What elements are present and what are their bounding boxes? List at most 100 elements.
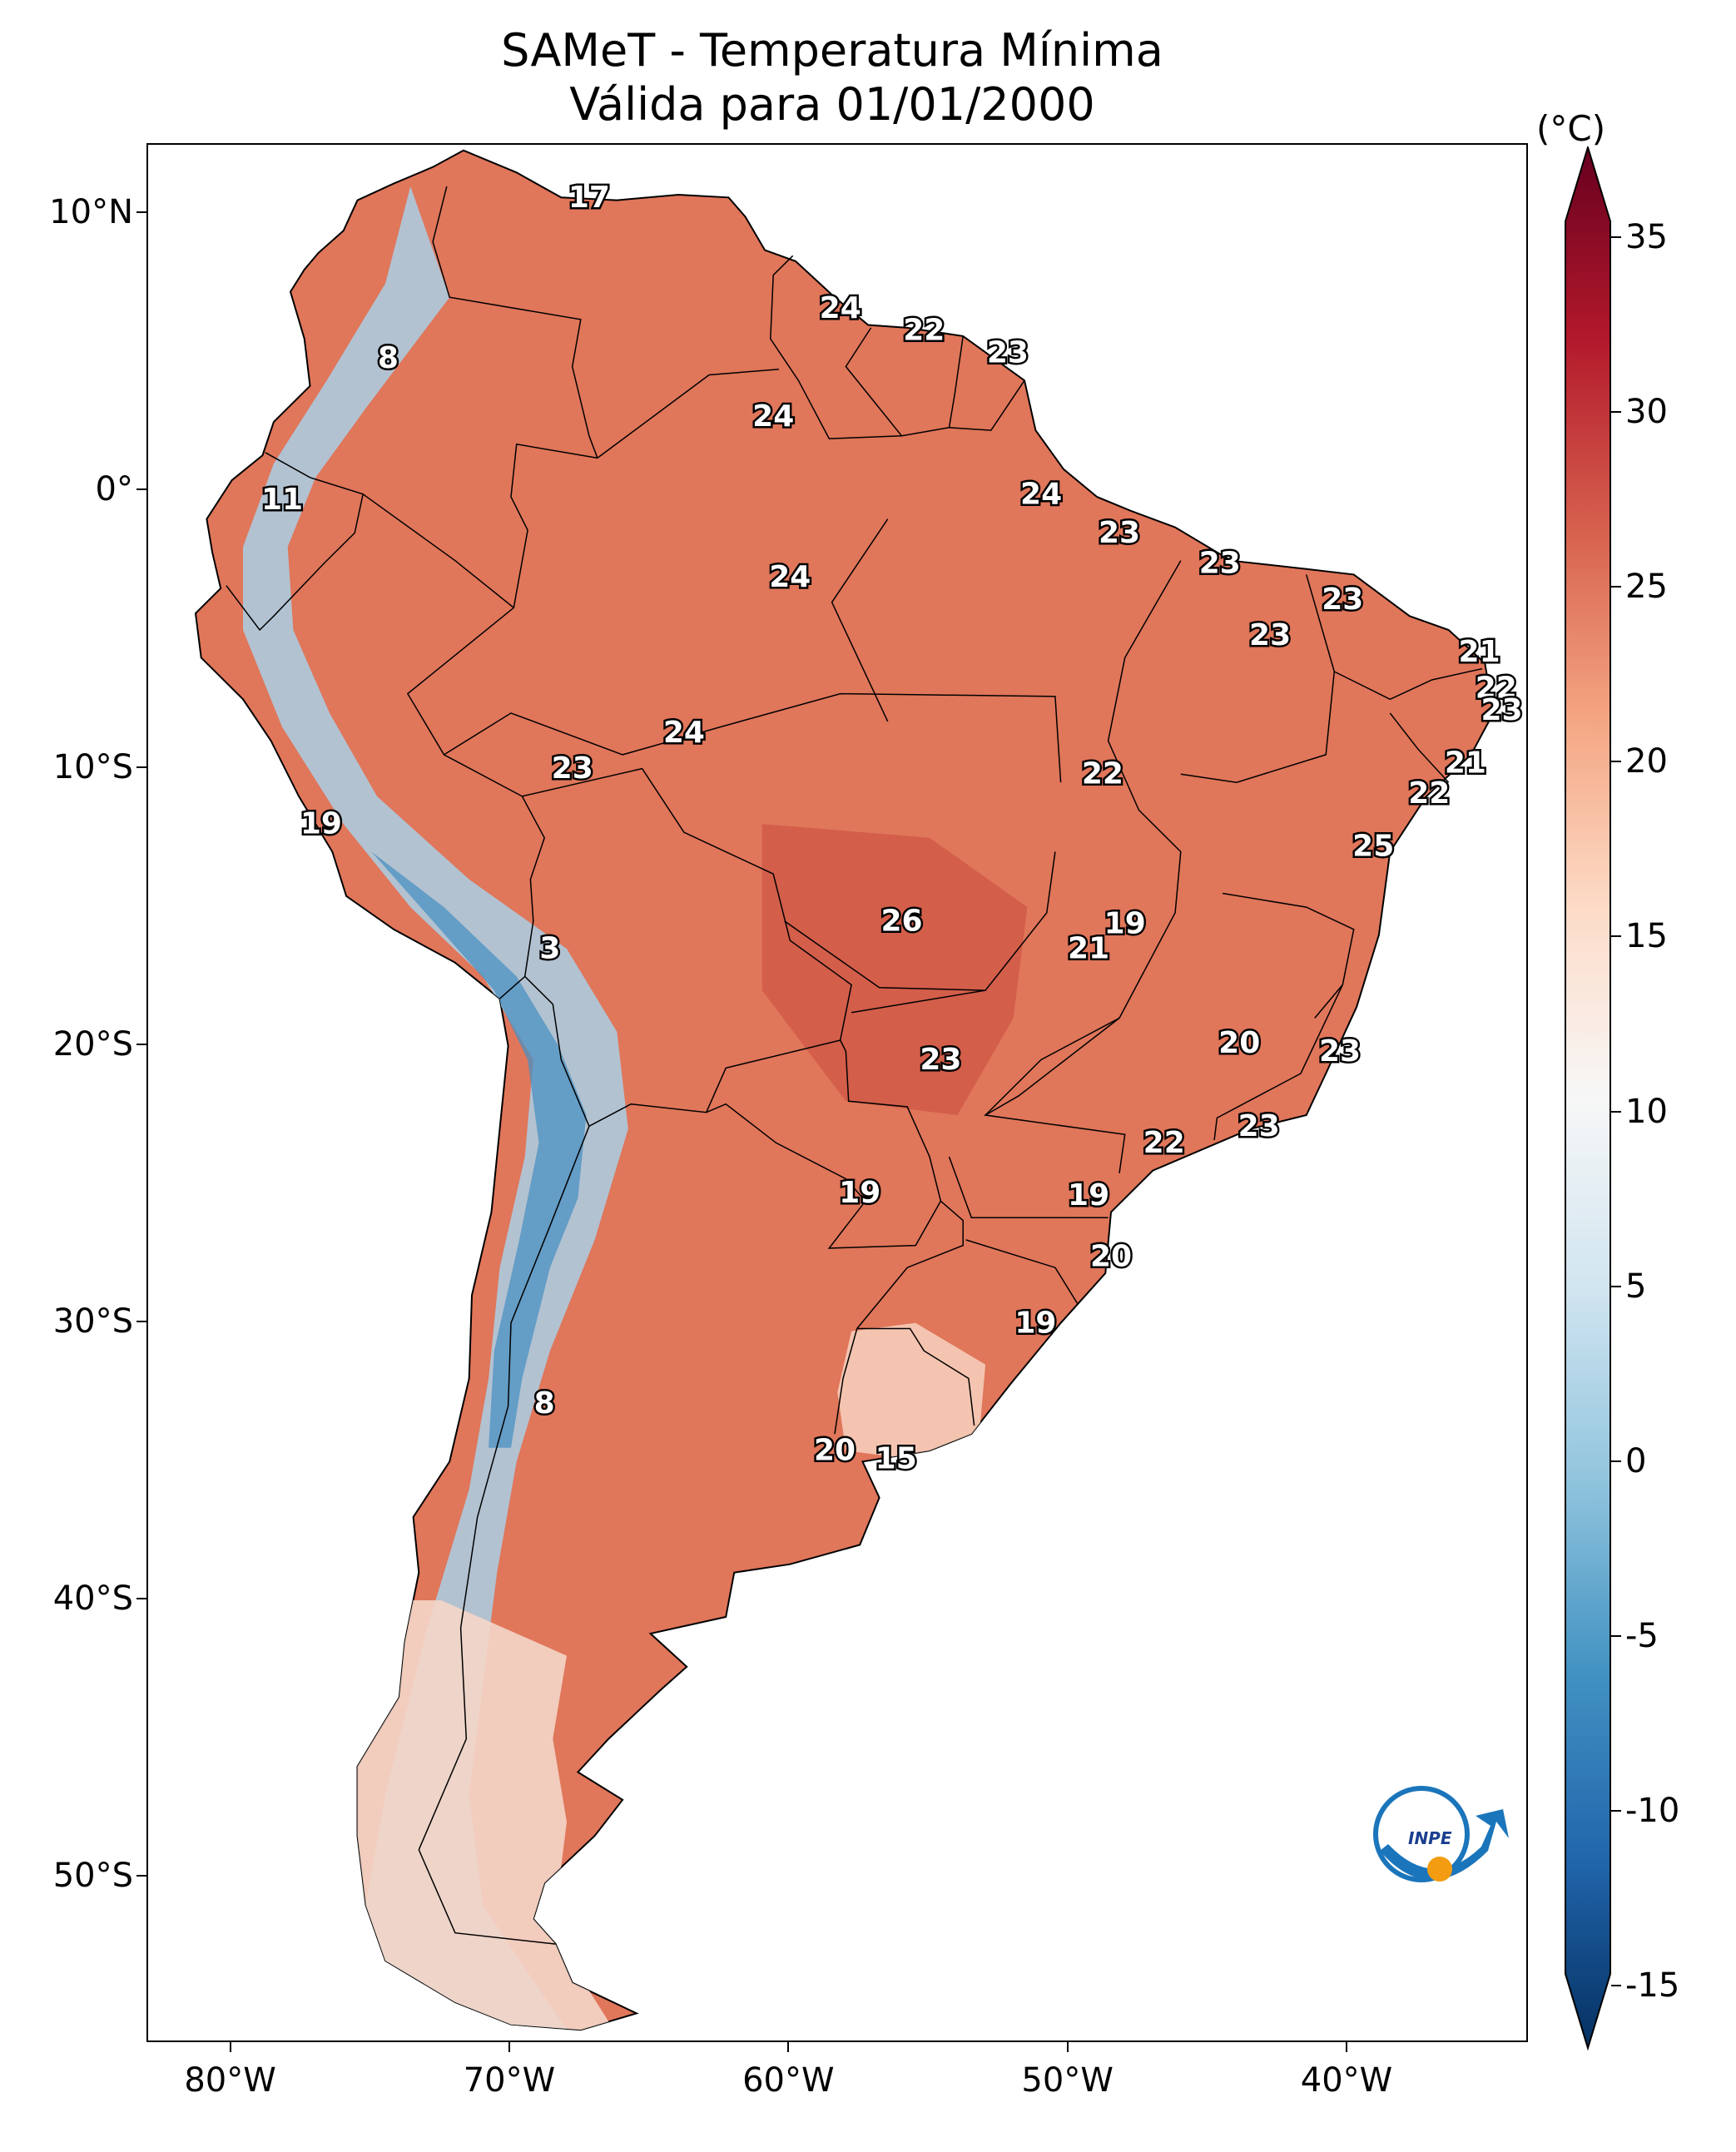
- colorbar-tick-mark: [1611, 411, 1621, 414]
- colorbar-tick-mark: [1611, 1460, 1621, 1462]
- map-panel: 17 8 24 22 23 24 11 24 23 24 23 23 23 21 22 23 24 23 21 22 2…: [146, 143, 1528, 2042]
- temperature-label: 19: [1104, 907, 1146, 941]
- temperature-label: 26: [880, 904, 922, 938]
- temperature-label: 19: [1014, 1306, 1056, 1340]
- temperature-label: 23: [920, 1043, 961, 1077]
- border-line: [856, 1327, 975, 1426]
- colorbar-tick-label: 35: [1625, 218, 1668, 256]
- temperature-label: 22: [1408, 776, 1450, 811]
- temperature-label: 20: [814, 1434, 856, 1468]
- border-line: [597, 369, 779, 459]
- border-line: [499, 975, 526, 999]
- colorbar-tick-mark: [1611, 1985, 1621, 1986]
- border-line: [840, 1039, 942, 1202]
- latitude-tick-label: 40°S: [52, 1579, 133, 1618]
- colorbar-body: [1565, 146, 1611, 2051]
- country-borders: [226, 186, 1483, 1945]
- latitude-tick-mark: [136, 1320, 146, 1322]
- border-line: [985, 560, 1182, 1116]
- temperature-label: 23: [1319, 1034, 1361, 1069]
- border-line: [784, 920, 986, 991]
- longitude-tick-mark: [508, 2042, 510, 2052]
- border-line: [444, 692, 1062, 783]
- temperature-label: 22: [1143, 1126, 1185, 1160]
- colorbar-tick-label: 10: [1625, 1092, 1668, 1131]
- border-line: [1180, 574, 1336, 783]
- colorbar-tick-mark: [1611, 761, 1621, 763]
- colorbar-tick-label: 0: [1625, 1441, 1647, 1480]
- map-title: SAMeT - Temperatura Mínima: [501, 24, 1163, 77]
- temperature-label: 11: [261, 483, 303, 517]
- temperature-label: 20: [1218, 1026, 1260, 1060]
- border-line: [522, 767, 852, 1041]
- border-line: [851, 851, 1056, 1014]
- temperature-label: 19: [839, 1176, 880, 1210]
- border-line: [521, 796, 546, 977]
- border-line: [965, 1239, 1079, 1304]
- map-subtitle: Válida para 01/01/2000: [569, 78, 1095, 131]
- latitude-tick-mark: [136, 1043, 146, 1045]
- temperature-label: 15: [875, 1442, 917, 1476]
- longitude-tick-label: 60°W: [742, 2061, 835, 2100]
- latitude-tick-mark: [136, 766, 146, 768]
- border-line: [226, 452, 365, 632]
- temperature-label: 25: [1352, 829, 1394, 863]
- latitude-tick-label: 0°: [95, 470, 133, 509]
- temperature-label: 24: [820, 291, 861, 325]
- longitude-tick-label: 40°W: [1300, 2061, 1393, 2100]
- border-line: [1389, 712, 1450, 783]
- andes-cold-core: [371, 851, 587, 1448]
- colorbar-tick-mark: [1611, 1110, 1621, 1113]
- temperature-label: 23: [987, 335, 1029, 369]
- colorbar-tick-label: -10: [1625, 1791, 1680, 1830]
- temperature-label: 23: [1238, 1109, 1280, 1143]
- border-line: [1333, 667, 1483, 701]
- colorbar-tick-mark: [1611, 586, 1621, 588]
- longitude-tick-mark: [229, 2042, 231, 2052]
- temperature-label: 19: [1068, 1178, 1109, 1212]
- colorbar-tick-mark: [1611, 236, 1621, 238]
- temperature-label: 21: [1068, 932, 1109, 966]
- temperature-label: 24: [1020, 477, 1062, 511]
- colorbar-tick-label: -5: [1625, 1616, 1659, 1655]
- latitude-tick-mark: [136, 488, 146, 491]
- latitude-tick-label: 10°N: [49, 193, 133, 232]
- latitude-tick-mark: [136, 1875, 146, 1877]
- longitude-tick-mark: [787, 2042, 790, 2052]
- temperature-label: 22: [903, 314, 945, 348]
- temperature-label: 3: [539, 932, 560, 966]
- temperature-label: 23: [1322, 583, 1363, 617]
- border-line: [432, 186, 598, 459]
- colorbar-tick-mark: [1611, 935, 1621, 938]
- colorbar-tick-label: 25: [1625, 568, 1668, 607]
- latitude-tick-label: 10°S: [52, 747, 133, 786]
- border-line: [706, 1103, 942, 1249]
- temperature-label: 22: [1082, 757, 1123, 791]
- border-line: [418, 1126, 590, 1945]
- longitude-tick-mark: [1346, 2042, 1348, 2052]
- border-line: [770, 255, 1025, 439]
- longitude-tick-mark: [1066, 2042, 1069, 2052]
- temperature-label: 19: [300, 807, 342, 841]
- longitude-tick-label: 50°W: [1021, 2061, 1114, 2100]
- temperature-label: 17: [568, 181, 610, 215]
- border-line: [1222, 892, 1355, 1019]
- colorbar-tick-label: 5: [1625, 1267, 1647, 1306]
- temperature-label: 23: [552, 751, 593, 786]
- border-line: [1213, 984, 1343, 1141]
- colorbar-tick-mark: [1611, 1809, 1621, 1812]
- latitude-tick-label: 30°S: [52, 1302, 133, 1341]
- continent-layer: [194, 149, 1495, 2031]
- central-brazil-warm-zone: [761, 824, 1028, 1115]
- temperature-label: 8: [534, 1386, 555, 1421]
- temperature-label: 23: [1199, 547, 1241, 581]
- logo-arrow-icon: [1380, 1809, 1509, 1880]
- temperature-label: 24: [663, 716, 705, 750]
- border-line: [948, 1156, 1109, 1218]
- latitude-tick-mark: [136, 1597, 146, 1599]
- logo-text: INPE: [1408, 1828, 1452, 1848]
- longitude-tick-label: 70°W: [463, 2061, 556, 2100]
- inpe-logo: INPE: [1373, 1786, 1509, 1882]
- temperature-label: 23: [1249, 618, 1291, 652]
